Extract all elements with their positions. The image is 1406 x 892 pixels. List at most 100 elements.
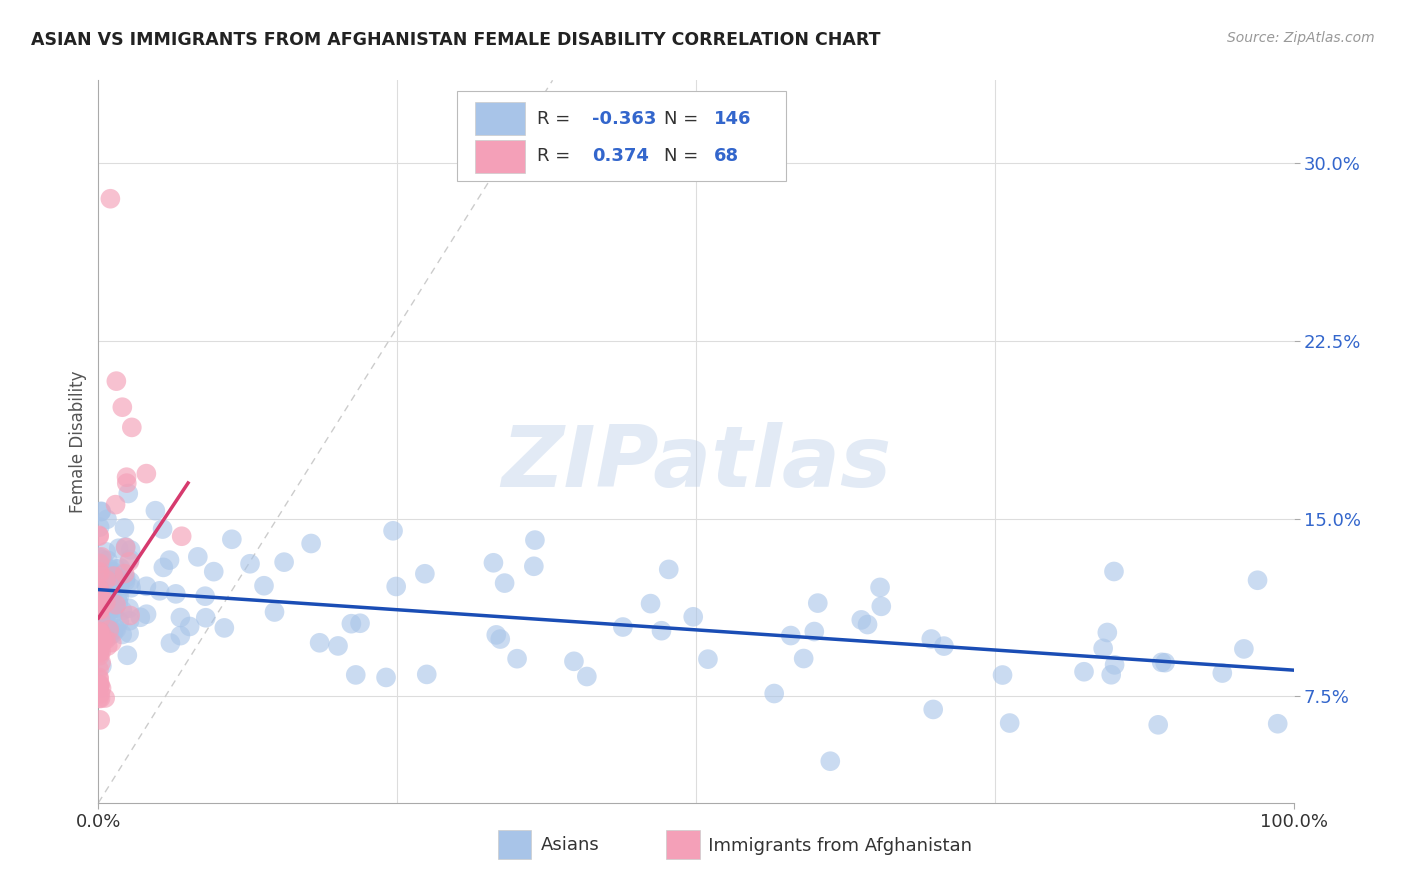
Point bbox=[640, 597, 662, 611]
Point bbox=[105, 374, 128, 388]
Point bbox=[107, 595, 129, 609]
Point bbox=[89, 624, 111, 639]
Point bbox=[169, 629, 191, 643]
FancyBboxPatch shape bbox=[475, 139, 524, 173]
Point bbox=[96, 512, 118, 526]
Point bbox=[89, 520, 111, 534]
Point bbox=[793, 651, 815, 665]
Point bbox=[98, 630, 121, 644]
Point bbox=[91, 596, 114, 610]
Point bbox=[1073, 665, 1095, 679]
Point bbox=[135, 607, 157, 622]
Point bbox=[575, 669, 598, 683]
Point bbox=[104, 498, 127, 512]
Point bbox=[117, 648, 139, 663]
Point bbox=[120, 608, 142, 623]
Point bbox=[239, 557, 262, 571]
Point bbox=[107, 588, 129, 602]
Point bbox=[89, 612, 111, 626]
Point bbox=[90, 590, 112, 604]
Point bbox=[90, 593, 112, 607]
Point bbox=[932, 639, 955, 653]
Point bbox=[120, 581, 142, 595]
Point bbox=[90, 681, 112, 696]
Point bbox=[344, 668, 367, 682]
Point bbox=[115, 476, 138, 491]
Point bbox=[382, 524, 405, 538]
Point bbox=[94, 593, 117, 607]
Point bbox=[416, 667, 439, 681]
Point bbox=[114, 571, 136, 585]
Point bbox=[523, 559, 546, 574]
Point bbox=[89, 602, 111, 616]
Point bbox=[94, 691, 117, 706]
Point bbox=[97, 621, 120, 635]
Point bbox=[94, 632, 117, 647]
Point bbox=[194, 611, 217, 625]
Point bbox=[114, 541, 136, 555]
Point bbox=[96, 573, 118, 587]
Point bbox=[273, 555, 295, 569]
Text: N =: N = bbox=[664, 110, 703, 128]
Point bbox=[856, 617, 879, 632]
Point bbox=[159, 553, 181, 567]
Point bbox=[779, 629, 801, 643]
Point bbox=[89, 529, 111, 543]
Point bbox=[89, 633, 111, 648]
Point bbox=[202, 565, 225, 579]
Point bbox=[114, 574, 136, 589]
Point bbox=[169, 610, 191, 624]
Point bbox=[922, 702, 945, 716]
Point bbox=[89, 677, 111, 691]
Point bbox=[89, 550, 111, 565]
Point bbox=[87, 677, 110, 691]
Point bbox=[87, 646, 110, 660]
Point bbox=[101, 607, 124, 621]
Point bbox=[90, 659, 112, 673]
Point bbox=[523, 533, 546, 547]
Point bbox=[308, 636, 330, 650]
Point bbox=[120, 574, 142, 589]
Point bbox=[118, 601, 141, 615]
Point bbox=[89, 686, 111, 700]
Point bbox=[90, 549, 112, 564]
Point bbox=[91, 634, 114, 648]
Point bbox=[89, 587, 111, 601]
Point bbox=[101, 635, 124, 649]
Point bbox=[118, 555, 141, 569]
Point bbox=[117, 486, 139, 500]
Point bbox=[179, 619, 201, 633]
Point bbox=[650, 624, 672, 638]
Point bbox=[299, 536, 322, 550]
Point bbox=[612, 620, 634, 634]
Point bbox=[489, 632, 512, 646]
Point bbox=[214, 621, 236, 635]
Point bbox=[820, 754, 842, 768]
Text: N =: N = bbox=[664, 147, 703, 165]
Point bbox=[98, 562, 121, 576]
Point bbox=[87, 632, 110, 647]
Point bbox=[89, 605, 111, 619]
Point bbox=[1246, 574, 1268, 588]
Point bbox=[90, 645, 112, 659]
Point bbox=[89, 556, 111, 570]
Point bbox=[159, 636, 181, 650]
Text: 68: 68 bbox=[714, 147, 740, 165]
Point bbox=[90, 594, 112, 608]
Text: Asians: Asians bbox=[541, 836, 600, 854]
Point bbox=[93, 572, 115, 586]
Point bbox=[145, 504, 167, 518]
Point bbox=[108, 578, 131, 592]
Text: 0.374: 0.374 bbox=[592, 147, 650, 165]
Point bbox=[1150, 656, 1173, 670]
Point bbox=[89, 691, 111, 706]
Point bbox=[135, 467, 157, 481]
Point bbox=[98, 623, 121, 637]
Point bbox=[93, 606, 115, 620]
Point bbox=[90, 602, 112, 616]
Point bbox=[89, 629, 111, 643]
Point bbox=[90, 504, 112, 518]
Point bbox=[697, 652, 720, 666]
Point bbox=[118, 614, 141, 628]
Point bbox=[98, 577, 121, 591]
